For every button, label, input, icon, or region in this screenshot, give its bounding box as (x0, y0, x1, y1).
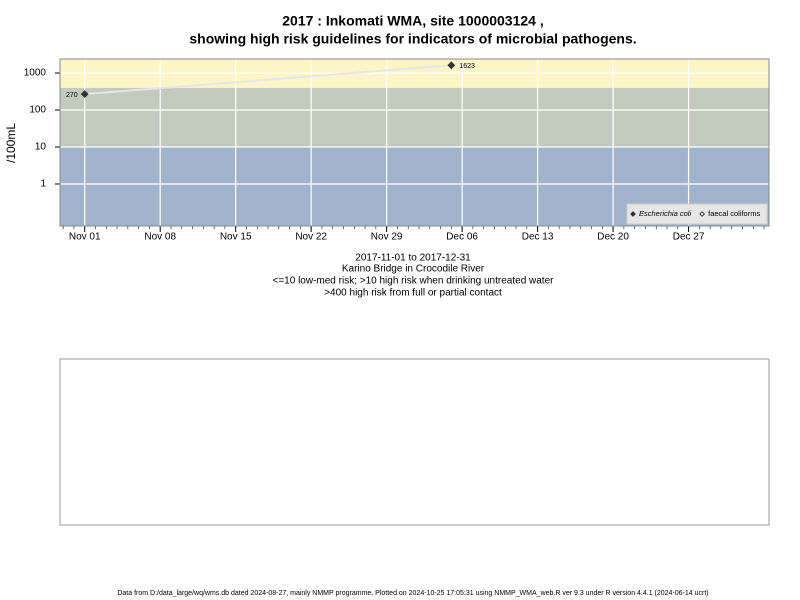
subtitle: Karino Bridge in Crocodile River (342, 264, 485, 275)
x-tick-label: Nov 08 (144, 232, 176, 243)
risk-band (60, 87, 769, 148)
y-tick-label: 1 (40, 179, 46, 190)
x-tick-label: Nov 15 (220, 232, 252, 243)
chart-title: 2017 : Inkomati WMA, site 1000003124 , (282, 13, 543, 29)
x-tick-label: Nov 22 (295, 232, 327, 243)
y-tick-label: 10 (35, 142, 47, 153)
legend-box (626, 203, 768, 225)
legend-label: faecal coliforms (708, 209, 760, 218)
subtitle: 2017-11-01 to 2017-12-31 (355, 253, 471, 264)
legend-marker (699, 211, 706, 217)
subtitle: >400 high risk from full or partial cont… (324, 288, 502, 299)
y-axis-label: /100mL (4, 123, 18, 163)
x-tick-label: Dec 13 (522, 232, 554, 243)
legend-label: Escherichia coli (639, 209, 691, 218)
legend-marker (630, 211, 636, 217)
x-tick-label: Dec 27 (673, 232, 705, 243)
footer: Data from D:/data_large/wq/wms.db dated … (117, 590, 708, 597)
x-tick-label: Dec 20 (597, 232, 629, 243)
data-point (447, 61, 456, 70)
data-point (80, 90, 89, 98)
empty-panel (59, 358, 770, 526)
series-line (84, 64, 452, 96)
x-tick-label: Dec 06 (446, 232, 478, 243)
y-tick-label: 100 (29, 105, 46, 116)
chart-title: showing high risk guidelines for indicat… (189, 31, 636, 47)
x-tick-label: Nov 29 (371, 232, 403, 243)
plot-frame (59, 58, 770, 227)
data-label: 1623 (459, 63, 475, 70)
data-label: 270 (66, 92, 78, 99)
subtitle: <=10 low-med risk; >10 high risk when dr… (273, 276, 555, 287)
x-tick-label: Nov 01 (69, 232, 101, 243)
y-tick-label: 1000 (24, 68, 47, 79)
